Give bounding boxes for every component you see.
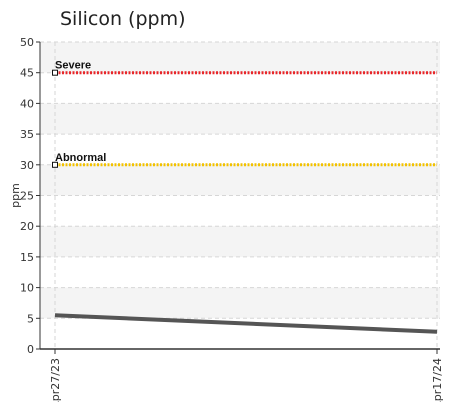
y-tick-label: 30	[20, 159, 34, 172]
y-axis-label: ppm	[9, 183, 22, 208]
plot-band	[40, 103, 440, 135]
x-tick-label: Apr27/23	[49, 358, 62, 402]
limit-label: Abnormal	[55, 152, 106, 164]
gridlines	[40, 41, 440, 349]
x-ticks: Apr27/23 Apr17/24	[49, 349, 444, 402]
x-tick-label: Apr17/24	[431, 358, 444, 402]
y-tick-label: 35	[20, 128, 34, 141]
y-tick-label: 40	[20, 97, 34, 110]
plot-bands	[40, 42, 440, 319]
plot-band	[40, 287, 440, 319]
limit-marker	[52, 161, 58, 168]
y-tick-label: 20	[20, 220, 34, 233]
y-tick-label: 25	[20, 190, 34, 203]
y-tick-label: 45	[20, 67, 34, 80]
series	[54, 313, 438, 334]
y-tick-label: 0	[27, 343, 34, 356]
y-tick-label: 15	[20, 251, 34, 264]
y-ticks: 0 5 10 15 20 25 30 35 40 45 50	[20, 36, 40, 356]
plot-band	[40, 226, 440, 257]
chart-title: Silicon (ppm)	[60, 8, 186, 30]
y-tick-label: 5	[27, 312, 34, 325]
series-line	[54, 313, 438, 334]
plot-band	[40, 164, 440, 196]
limit-marker	[52, 69, 58, 76]
y-tick-label: 10	[20, 282, 34, 295]
y-tick-label: 50	[20, 36, 34, 49]
limit-lines: Severe Abnormal	[52, 60, 437, 168]
plot-band	[40, 42, 440, 73]
limit-label: Severe	[55, 60, 91, 72]
